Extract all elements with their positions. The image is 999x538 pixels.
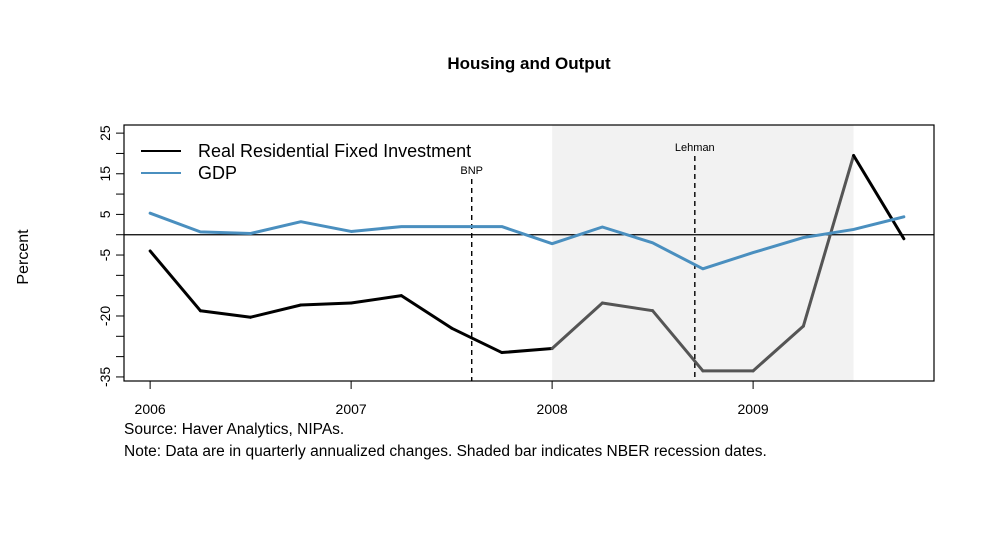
recession-shading [552, 125, 854, 381]
series-segment-real-residential-fixed-investment [249, 303, 303, 319]
series-segment-real-residential-fixed-investment [500, 346, 554, 355]
x-tick-label: 2006 [135, 401, 166, 417]
legend-label-real-residential-fixed-investment: Real Residential Fixed Investment [198, 141, 471, 161]
series-line-gdp [148, 211, 906, 271]
y-tick-label: -5 [97, 249, 113, 262]
event-label-lehman: Lehman [675, 142, 715, 154]
series-segment-real-residential-fixed-investment [399, 294, 454, 330]
y-tick-label: -20 [97, 306, 113, 326]
source-note: Source: Haver Analytics, NIPAs. [124, 421, 345, 438]
x-tick-label: 2007 [336, 401, 367, 417]
event-label-bnp: BNP [460, 165, 483, 177]
series-segment-real-residential-fixed-investment [148, 249, 202, 313]
chart-title: Housing and Output [447, 54, 611, 73]
x-tick-label: 2009 [738, 401, 769, 417]
series-segment-real-residential-fixed-investment [299, 301, 353, 307]
series-segment-real-residential-fixed-investment [450, 326, 504, 355]
footnote: Note: Data are in quarterly annualized c… [124, 443, 767, 460]
x-tick-label: 2008 [537, 401, 568, 417]
y-tick-label: -35 [97, 367, 113, 387]
series-segment-real-residential-fixed-investment [751, 324, 805, 373]
series-segment-real-residential-fixed-investment [550, 301, 604, 350]
series-segment-real-residential-fixed-investment [198, 309, 253, 319]
legend-label-gdp: GDP [198, 163, 237, 183]
y-axis-label: Percent [15, 229, 32, 285]
y-tick-label: 15 [97, 166, 113, 182]
y-tick-label: 5 [97, 210, 113, 218]
series-segment-real-residential-fixed-investment [349, 294, 403, 305]
plot-frame [123, 124, 935, 382]
series-segment-real-residential-fixed-investment [801, 153, 856, 328]
series-segment-real-residential-fixed-investment [651, 309, 705, 373]
series-segment-real-residential-fixed-investment [600, 301, 655, 313]
series-segment-real-residential-fixed-investment [852, 153, 906, 241]
y-tick-label: 25 [97, 125, 113, 141]
